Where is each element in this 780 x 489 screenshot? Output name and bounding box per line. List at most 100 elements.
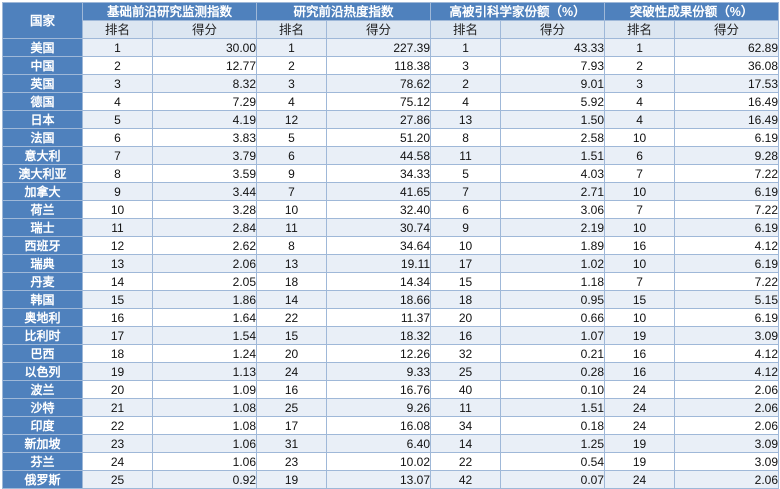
score-cell: 4.12 — [674, 344, 780, 363]
rank-cell: 34 — [430, 416, 502, 435]
rank-cell: 20 — [82, 380, 153, 399]
rank-cell: 4 — [430, 92, 502, 111]
score-cell: 44.58 — [326, 146, 432, 165]
country-cell: 巴西 — [2, 344, 83, 363]
rank-cell: 18 — [256, 272, 328, 291]
score-cell: 62.89 — [674, 38, 780, 57]
rank-cell: 24 — [604, 416, 676, 435]
rank-cell: 19 — [604, 452, 676, 471]
country-cell: 俄罗斯 — [2, 470, 83, 489]
rank-cell: 20 — [430, 308, 502, 327]
score-cell: 1.64 — [151, 308, 258, 327]
rank-cell: 18 — [430, 290, 502, 309]
rank-cell: 16 — [82, 308, 153, 327]
score-cell: 2.05 — [151, 272, 258, 291]
score-cell: 3.59 — [151, 164, 258, 183]
score-cell: 3.79 — [151, 146, 258, 165]
country-cell: 以色列 — [2, 362, 83, 381]
rank-cell: 25 — [82, 470, 153, 489]
rank-cell: 4 — [604, 92, 676, 111]
table-row: 中国 2 12.77 2 118.38 3 7.93 2 36.08 — [2, 56, 780, 75]
score-cell: 7.22 — [674, 272, 780, 291]
rank-cell: 4 — [256, 92, 328, 111]
score-cell: 4.03 — [500, 164, 606, 183]
table-row: 荷兰 10 3.28 10 32.40 6 3.06 7 7.22 — [2, 200, 780, 219]
country-cell: 中国 — [2, 56, 83, 75]
rank-cell: 1 — [430, 38, 502, 57]
score-cell: 0.10 — [500, 380, 606, 399]
table-row: 俄罗斯 25 0.92 19 13.07 42 0.07 24 2.06 — [2, 470, 780, 489]
rank-cell: 5 — [82, 110, 153, 129]
rank-cell: 17 — [82, 326, 153, 345]
score-cell: 18.66 — [326, 290, 432, 309]
rank-cell: 16 — [604, 344, 676, 363]
rank-cell: 1 — [82, 38, 153, 57]
table-row: 韩国 15 1.86 14 18.66 18 0.95 15 5.15 — [2, 290, 780, 309]
rank-cell: 42 — [430, 470, 502, 489]
rank-cell: 25 — [430, 362, 502, 381]
country-cell: 意大利 — [2, 146, 83, 165]
table-row: 法国 6 3.83 5 51.20 8 2.58 10 6.19 — [2, 128, 780, 147]
score-cell: 19.11 — [326, 254, 432, 273]
header-group-highly-cited: 高被引科学家份额（%） — [430, 2, 606, 21]
score-cell: 30.74 — [326, 218, 432, 237]
score-cell: 3.09 — [674, 452, 780, 471]
score-cell: 1.54 — [151, 326, 258, 345]
score-cell: 0.66 — [500, 308, 606, 327]
score-cell: 78.62 — [326, 74, 432, 93]
rank-cell: 2 — [256, 56, 328, 75]
rank-cell: 15 — [604, 290, 676, 309]
score-cell: 18.32 — [326, 326, 432, 345]
score-cell: 41.65 — [326, 182, 432, 201]
rank-cell: 19 — [256, 470, 328, 489]
score-cell: 14.34 — [326, 272, 432, 291]
rank-cell: 7 — [256, 182, 328, 201]
score-cell: 13.07 — [326, 470, 432, 489]
score-cell: 2.71 — [500, 182, 606, 201]
score-cell: 3.06 — [500, 200, 606, 219]
score-cell: 1.08 — [151, 398, 258, 417]
score-cell: 36.08 — [674, 56, 780, 75]
country-cell: 澳大利亚 — [2, 164, 83, 183]
score-cell: 4.12 — [674, 362, 780, 381]
rank-cell: 3 — [430, 56, 502, 75]
score-cell: 1.18 — [500, 272, 606, 291]
table-row: 以色列 19 1.13 24 9.33 25 0.28 16 4.12 — [2, 362, 780, 381]
table-row: 丹麦 14 2.05 18 14.34 15 1.18 7 7.22 — [2, 272, 780, 291]
rank-cell: 16 — [604, 236, 676, 255]
score-cell: 6.19 — [674, 308, 780, 327]
table-row: 西班牙 12 2.62 8 34.64 10 1.89 16 4.12 — [2, 236, 780, 255]
rank-cell: 12 — [82, 236, 153, 255]
header-group-frontier-monitoring: 基础前沿研究监测指数 — [81, 2, 258, 21]
header-rank: 排名 — [256, 20, 328, 39]
score-cell: 2.06 — [674, 416, 780, 435]
rank-cell: 11 — [256, 218, 328, 237]
rank-cell: 24 — [604, 470, 676, 489]
score-cell: 1.06 — [151, 452, 258, 471]
table-row: 芬兰 24 1.06 23 10.02 22 0.54 19 3.09 — [2, 452, 780, 471]
rank-cell: 10 — [604, 254, 676, 273]
rank-cell: 22 — [430, 452, 502, 471]
rank-cell: 8 — [82, 164, 153, 183]
score-cell: 75.12 — [326, 92, 432, 111]
header-score: 得分 — [674, 20, 780, 39]
rank-cell: 10 — [604, 182, 676, 201]
header-rank: 排名 — [604, 20, 676, 39]
score-cell: 0.07 — [500, 470, 606, 489]
rank-cell: 7 — [430, 182, 502, 201]
rank-cell: 24 — [82, 452, 153, 471]
score-cell: 30.00 — [151, 38, 258, 57]
rank-cell: 7 — [604, 272, 676, 291]
rank-cell: 1 — [256, 38, 328, 57]
rank-cell: 24 — [604, 398, 676, 417]
score-cell: 4.19 — [151, 110, 258, 129]
table-row: 澳大利亚 8 3.59 9 34.33 5 4.03 7 7.22 — [2, 164, 780, 183]
country-cell: 瑞士 — [2, 218, 83, 237]
score-cell: 1.51 — [500, 398, 606, 417]
rank-cell: 11 — [430, 398, 502, 417]
score-cell: 8.32 — [151, 74, 258, 93]
score-cell: 1.13 — [151, 362, 258, 381]
rank-cell: 5 — [430, 164, 502, 183]
rank-cell: 14 — [82, 272, 153, 291]
country-cell: 德国 — [2, 92, 83, 111]
